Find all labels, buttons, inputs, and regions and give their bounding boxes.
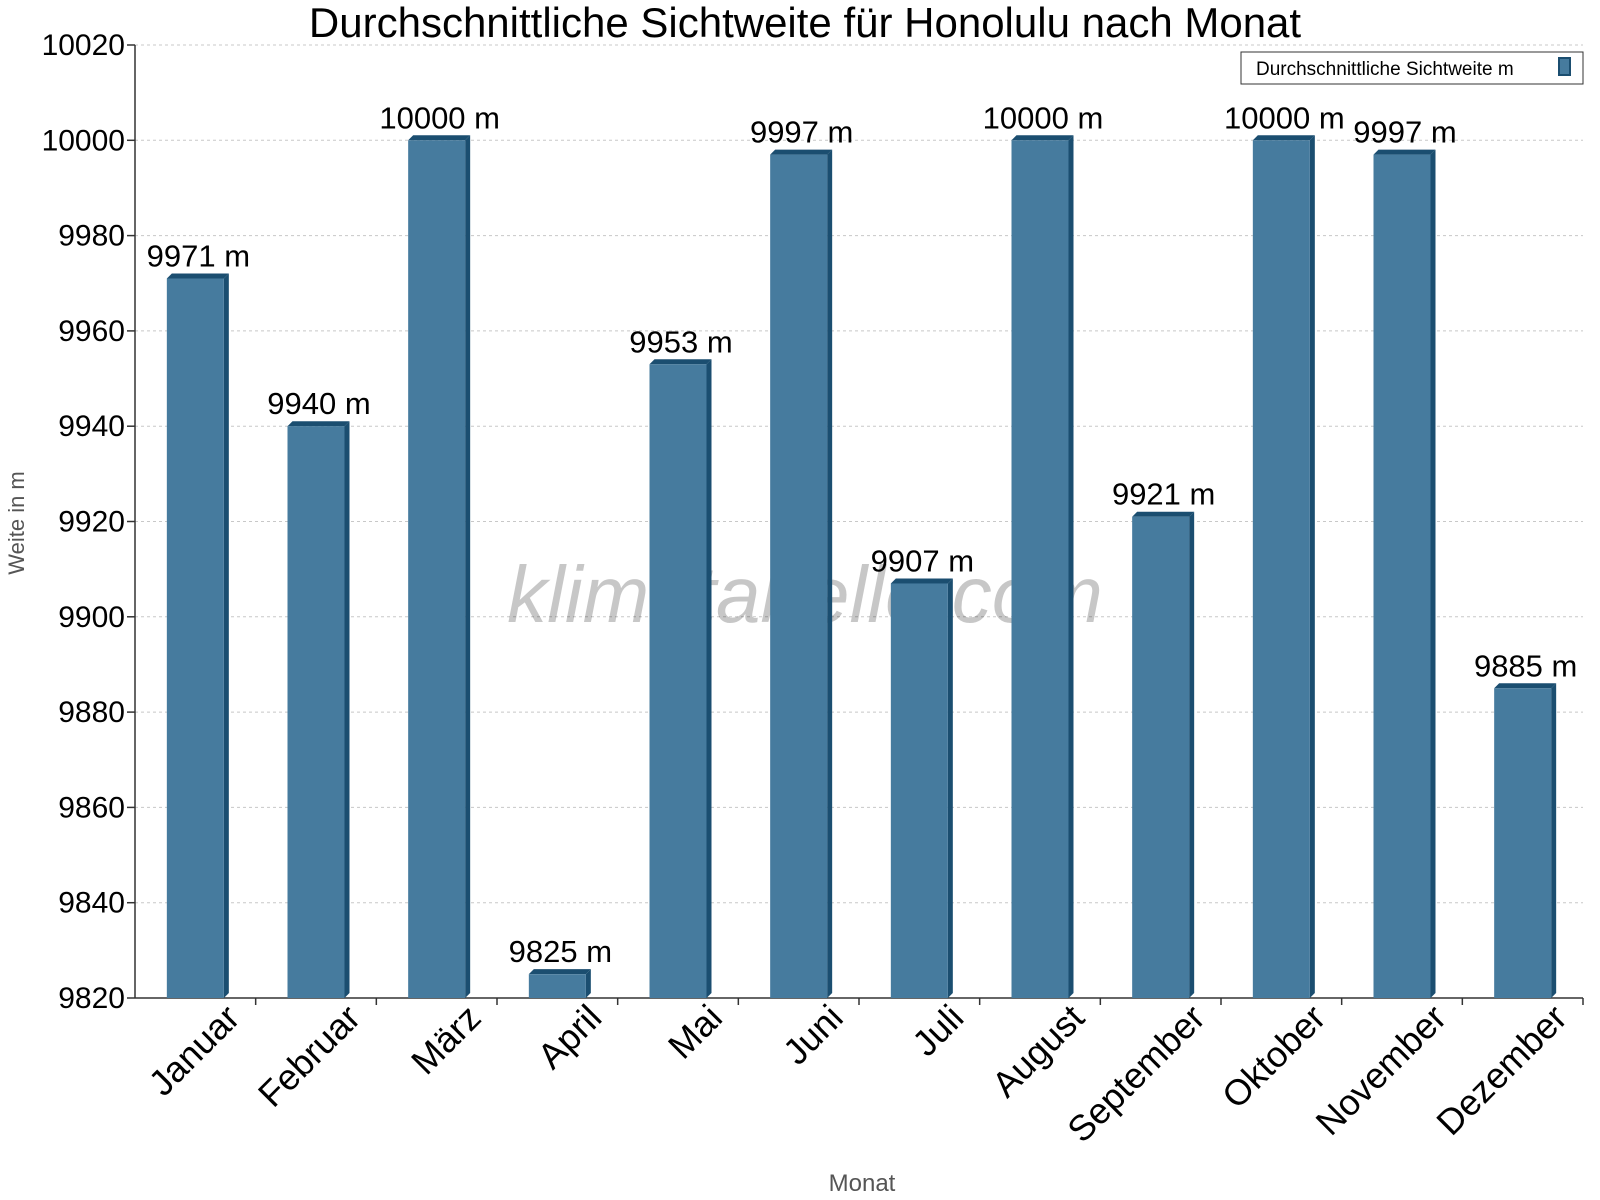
y-tick-label: 9960 <box>58 315 125 348</box>
bar <box>166 273 229 998</box>
bar-side <box>585 969 591 998</box>
x-axis: Januar Februar März April Mai Juni Juli AugustS… <box>135 997 1584 1150</box>
x-tick-label: März <box>403 997 489 1083</box>
bar-face <box>1011 140 1069 999</box>
x-tick-label: Januar <box>140 997 247 1104</box>
bar-value-label: 9921 m <box>1112 477 1215 512</box>
x-tick-label: August <box>984 997 1092 1105</box>
bar-value-label: 9885 m <box>1474 648 1577 683</box>
gridlines <box>135 44 1583 904</box>
y-axis-label: Weite in m <box>4 471 29 575</box>
bar-top <box>408 135 471 141</box>
bar-side <box>344 421 350 998</box>
y-tick-label: 10000 <box>42 124 125 157</box>
legend-box <box>1240 51 1584 85</box>
x-tick-label: April <box>529 997 609 1077</box>
y-tick-label: 10020 <box>42 29 125 62</box>
y-tick-label: 9820 <box>58 982 125 1015</box>
bar-side <box>223 273 229 998</box>
y-tick-label: 9860 <box>58 791 125 824</box>
y-tick-label: 9940 <box>58 410 125 443</box>
bar <box>1252 135 1315 999</box>
bar-top <box>649 359 712 365</box>
bar-top <box>770 149 833 155</box>
bar-side <box>465 135 471 999</box>
bar <box>890 578 953 998</box>
bar-face <box>166 278 224 998</box>
bar-top <box>1132 511 1195 517</box>
legend: Durchschnittliche Sichtweite m <box>1240 51 1584 85</box>
bar <box>1011 135 1074 999</box>
bar-side <box>947 578 953 998</box>
y-tick-label: 9920 <box>58 506 125 539</box>
bar-side <box>706 359 712 998</box>
chart-title: Durchschnittliche Sichtweite für Honolul… <box>309 0 1301 46</box>
bar-face <box>528 974 586 998</box>
bar-value-label: 9953 m <box>629 324 732 359</box>
y-tick-label: 9880 <box>58 696 125 729</box>
bar-value-label: 9940 m <box>267 386 370 421</box>
bar-face <box>770 154 828 999</box>
bar-side <box>1551 683 1557 998</box>
bar-top <box>890 578 953 584</box>
bar-top <box>1011 135 1074 141</box>
bar <box>287 421 350 998</box>
x-tick-label: Februar <box>250 997 368 1115</box>
bar-top <box>287 421 350 427</box>
bar <box>1132 511 1195 998</box>
bar-value-label: 9971 m <box>147 238 250 273</box>
bar-side <box>827 149 833 999</box>
bar-face <box>1252 140 1310 999</box>
bar-side <box>1068 135 1074 999</box>
bar-top <box>528 969 591 975</box>
bar <box>649 359 712 998</box>
x-tick-label: Juni <box>775 997 851 1073</box>
bar-face <box>1373 154 1431 999</box>
bar-side <box>1309 135 1315 999</box>
y-tick-label: 9840 <box>58 887 125 920</box>
bar-face <box>408 140 466 999</box>
bar-top <box>1252 135 1315 141</box>
bar-face <box>890 583 948 998</box>
bar <box>770 149 833 999</box>
x-tick-label: Juli <box>904 997 971 1064</box>
bar-face <box>649 364 707 998</box>
bar-value-label: 10000 m <box>983 100 1104 135</box>
bar-face <box>287 426 345 998</box>
x-tick-label: Oktober <box>1214 997 1334 1117</box>
bar-top <box>1494 683 1557 689</box>
bar-top <box>1373 149 1436 155</box>
bar-value-label: 10000 m <box>1224 100 1345 135</box>
bar-face <box>1132 516 1190 998</box>
bar-value-label: 9997 m <box>750 115 853 150</box>
legend-label: Durchschnittliche Sichtweite m <box>1256 59 1514 80</box>
y-tick-label: 9980 <box>58 220 125 253</box>
x-tick-label: Dezember <box>1428 997 1574 1143</box>
bar-side <box>1430 149 1436 999</box>
bar-value-label: 10000 m <box>379 100 500 135</box>
bar <box>528 969 591 998</box>
legend-swatch <box>1558 57 1571 76</box>
bar-value-label: 9825 m <box>509 934 612 969</box>
y-axis: 9820 9840 9860 9880 9900 9920 9940 9960 9980 1000… <box>42 29 136 1015</box>
x-tick-label: Mai <box>660 997 730 1067</box>
bars: 9971 m 9940 m 10000 m 9825 m 9953 m 9997 m 990… <box>147 100 1577 999</box>
bar-value-label: 9907 m <box>871 543 974 578</box>
x-axis-label: Monat <box>829 1170 896 1197</box>
y-tick-label: 9900 <box>58 601 125 634</box>
bar-side <box>1189 511 1195 998</box>
bar <box>1373 149 1436 999</box>
bar-top <box>166 273 229 279</box>
bar-face <box>1494 688 1552 998</box>
x-tick-label: November <box>1308 997 1454 1143</box>
bar-value-label: 9997 m <box>1353 115 1456 150</box>
bar <box>1494 683 1557 998</box>
bar <box>408 135 471 999</box>
